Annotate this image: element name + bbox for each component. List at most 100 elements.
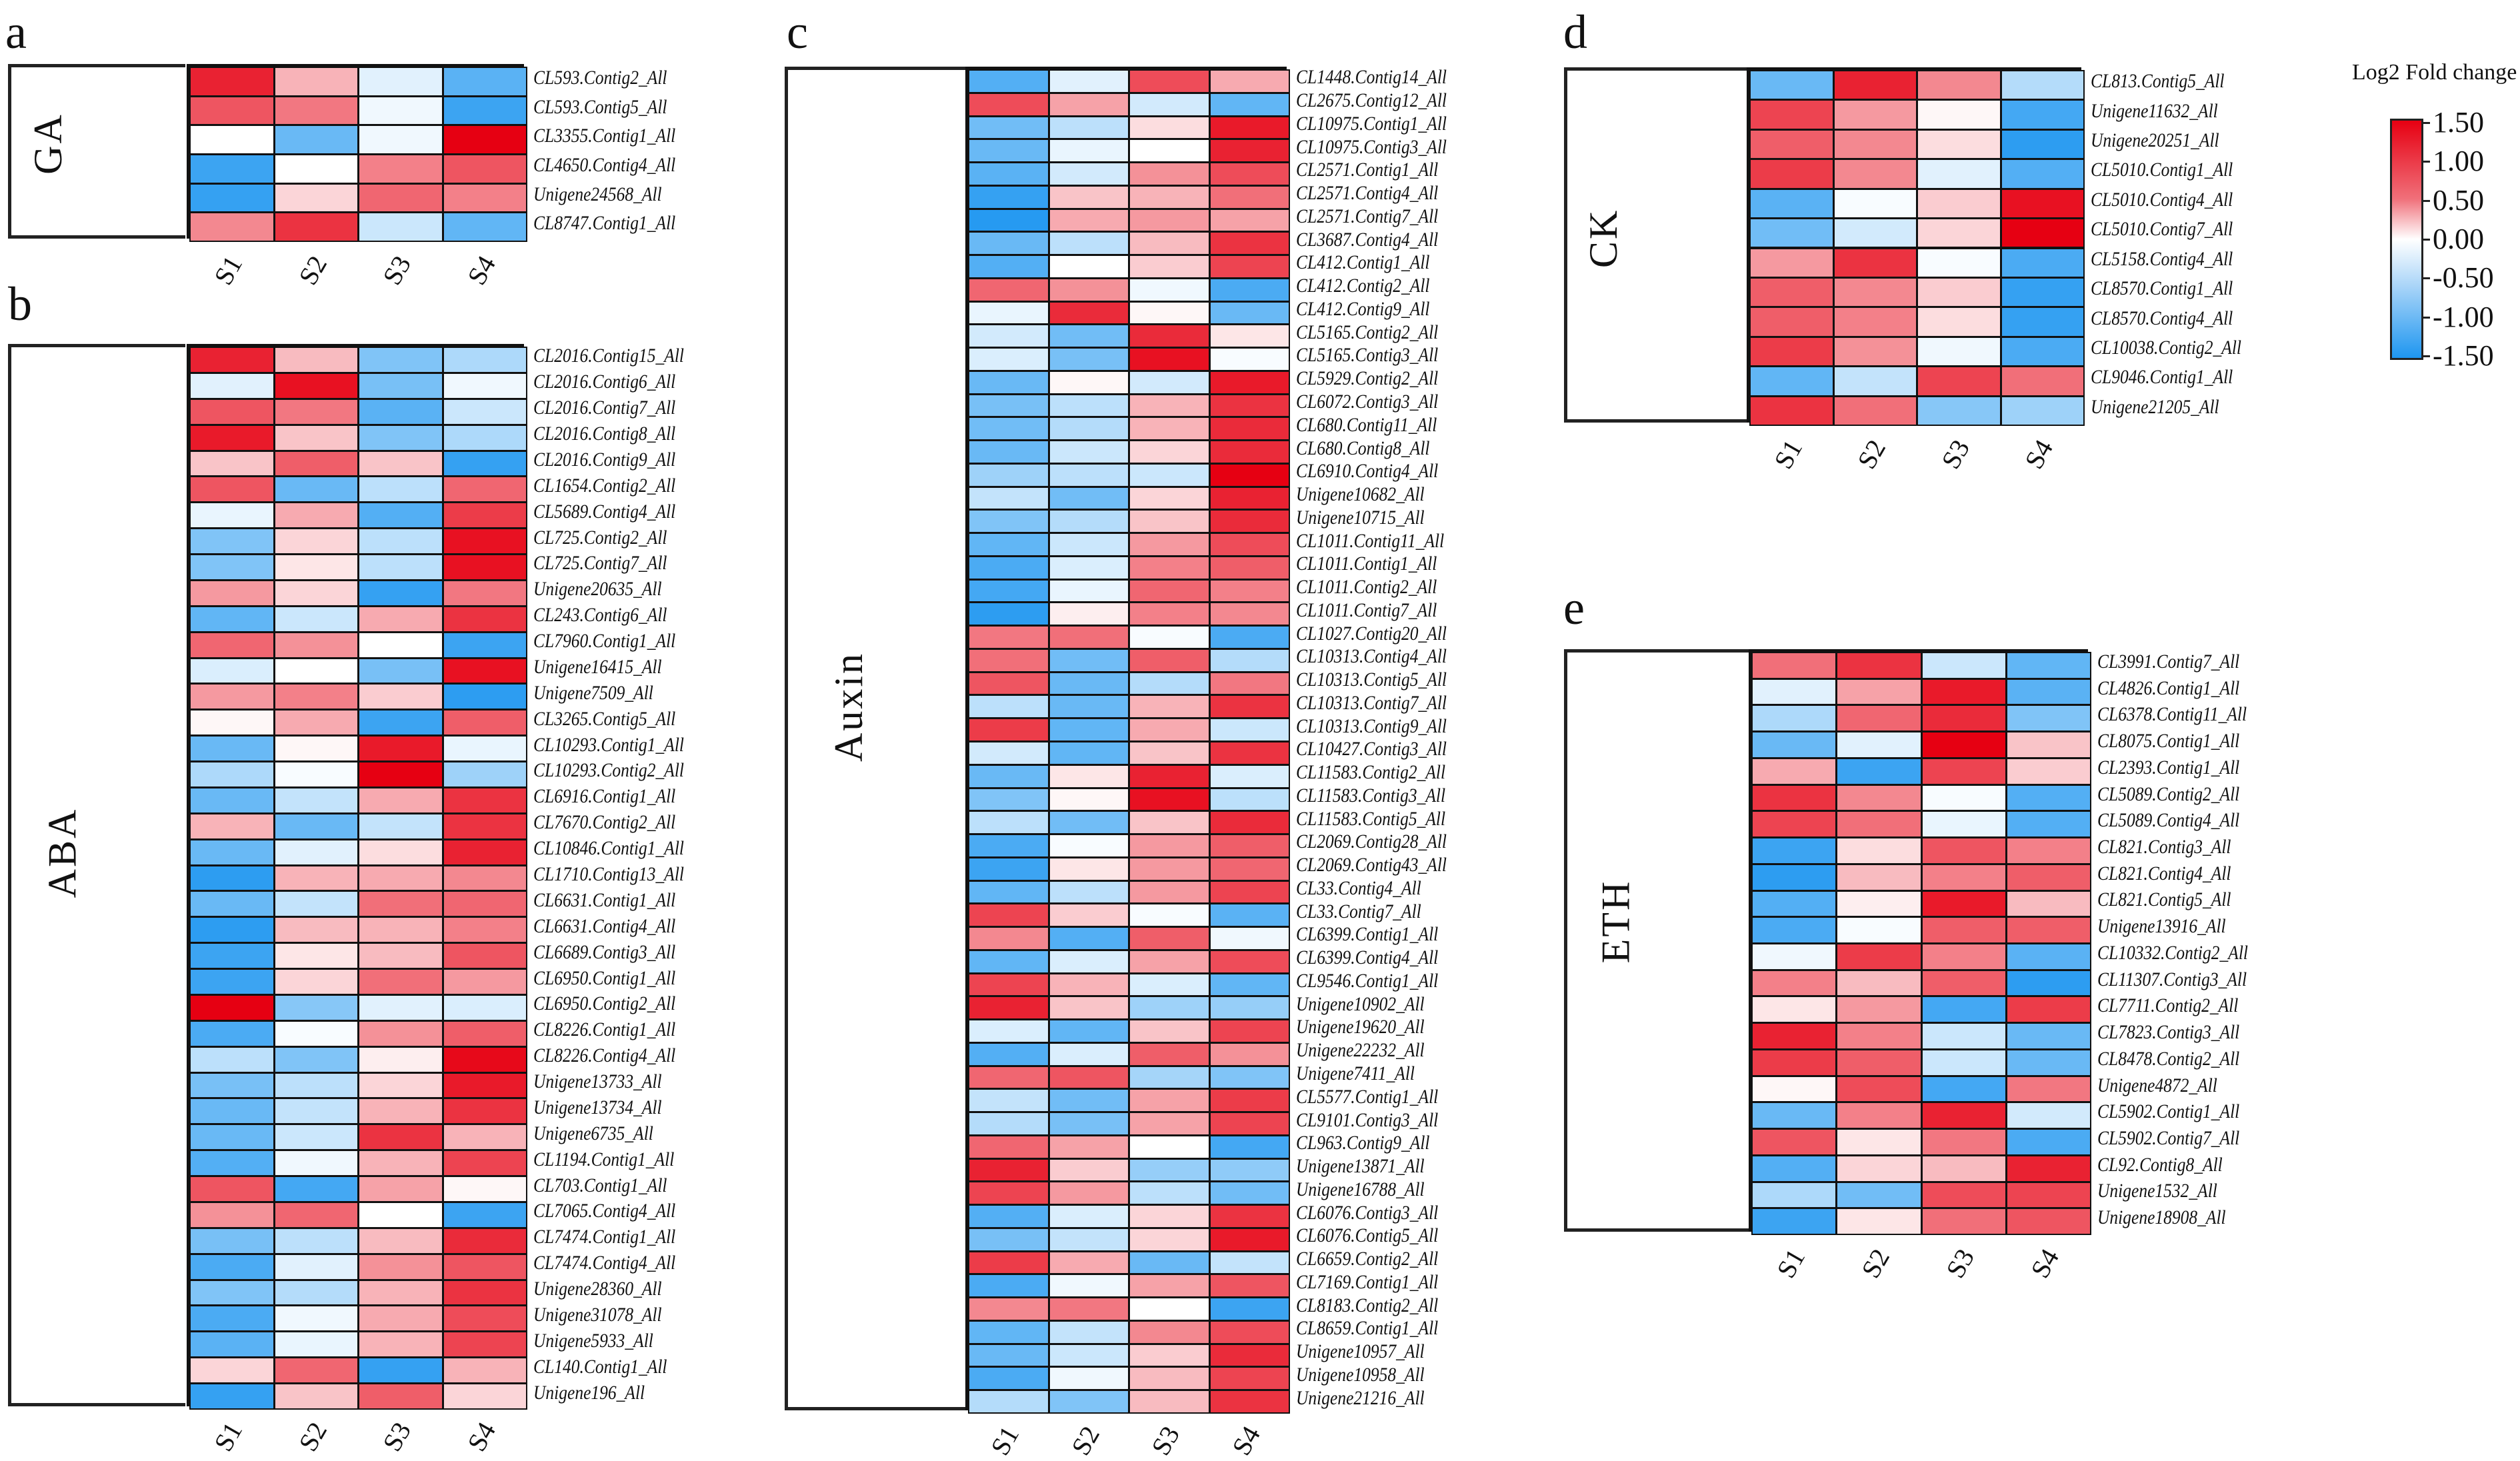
heatmap-cell xyxy=(1129,718,1210,742)
heatmap-cell xyxy=(273,154,359,184)
gene-label: CL2016.Contig7_All xyxy=(533,397,676,419)
gene-label: CL6399.Contig1_All xyxy=(1296,923,1439,946)
heatmap-cell xyxy=(1836,1208,1922,1235)
legend-tick-label: 0.50 xyxy=(2433,183,2484,217)
heatmap-cell xyxy=(2000,218,2085,249)
heatmap-cell xyxy=(273,1305,359,1332)
heatmap-cell xyxy=(1751,1208,1837,1235)
heatmap-cell xyxy=(1048,370,1129,395)
legend-title: Log2 Fold change xyxy=(2352,60,2517,85)
gene-label: CL10846.Contig1_All xyxy=(533,837,684,860)
heatmap-cell xyxy=(1209,996,1290,1020)
heatmap-cell xyxy=(1048,671,1129,696)
gene-label: CL6916.Contig1_All xyxy=(533,785,676,808)
gene-label: CL412.Contig2_All xyxy=(1296,275,1430,297)
heatmap-cell xyxy=(1129,903,1210,928)
heatmap-cell xyxy=(273,1357,359,1384)
heatmap-cell xyxy=(1921,996,2007,1024)
gene-label: CL8659.Contig1_All xyxy=(1296,1317,1439,1340)
legend-tick xyxy=(2423,277,2430,280)
heatmap-cell xyxy=(1209,69,1290,93)
heatmap-cell xyxy=(442,95,527,126)
heatmap-cell xyxy=(358,502,443,529)
heatmap-cell xyxy=(968,648,1049,673)
heatmap-cell xyxy=(1751,705,1837,732)
heatmap-cell xyxy=(1209,324,1290,349)
gene-label: CL2069.Contig28_All xyxy=(1296,830,1447,853)
heatmap-cell xyxy=(1209,185,1290,209)
heatmap-cell xyxy=(273,1072,359,1099)
heatmap-cell xyxy=(1209,972,1290,997)
sample-label: S4 xyxy=(2019,434,2059,475)
heatmap-cell xyxy=(1209,1112,1290,1136)
heatmap-cell xyxy=(1048,1112,1129,1136)
heatmap-cell xyxy=(358,1046,443,1073)
heatmap-cell xyxy=(358,1020,443,1047)
heatmap-cell xyxy=(968,996,1049,1020)
heatmap-cell xyxy=(968,671,1049,696)
gene-family-box xyxy=(8,344,185,1406)
heatmap-cell xyxy=(442,709,527,736)
heatmap-cell xyxy=(968,1042,1049,1066)
heatmap-cell xyxy=(2005,1075,2091,1103)
heatmap-cell xyxy=(1836,837,1922,864)
heatmap-cell xyxy=(1129,1390,1210,1414)
heatmap-cell xyxy=(189,1357,275,1384)
heatmap-cell xyxy=(1048,1297,1129,1321)
heatmap-cell xyxy=(2000,159,2085,189)
heatmap-cell xyxy=(1129,834,1210,858)
gene-label: CL1710.Contig13_All xyxy=(533,863,684,885)
heatmap-cell xyxy=(1129,671,1210,696)
heatmap-cell xyxy=(1129,1042,1210,1066)
gene-label: CL8570.Contig1_All xyxy=(2091,277,2233,300)
gene-label: CL1027.Contig20_All xyxy=(1296,622,1447,645)
heatmap-cell xyxy=(1917,366,2001,397)
heatmap-cell xyxy=(1048,949,1129,974)
heatmap-cell xyxy=(358,761,443,788)
heatmap-cell xyxy=(1129,1274,1210,1298)
heatmap-cell xyxy=(358,398,443,425)
heatmap-cell xyxy=(442,372,527,399)
heatmap-cell xyxy=(1833,129,1917,160)
heatmap-cell xyxy=(1048,555,1129,580)
heatmap-cell xyxy=(1048,695,1129,719)
sample-label: S4 xyxy=(1225,1420,1266,1461)
heatmap-cell xyxy=(442,476,527,503)
heatmap-cell xyxy=(1048,393,1129,418)
heatmap-cell xyxy=(1129,533,1210,557)
panel-letter: b xyxy=(8,277,32,331)
heatmap-cell xyxy=(358,528,443,555)
heatmap-cell xyxy=(1917,70,2001,101)
legend-tick xyxy=(2423,122,2430,124)
sample-label: S2 xyxy=(292,1416,333,1457)
gene-label: CL8226.Contig4_All xyxy=(533,1044,676,1067)
heatmap-cell xyxy=(189,657,275,685)
heatmap-cell xyxy=(1129,602,1210,627)
heatmap-cell xyxy=(1917,99,2001,130)
heatmap-cell xyxy=(968,463,1049,487)
gene-label: CL8747.Contig1_All xyxy=(533,212,676,235)
heatmap-cell xyxy=(189,1383,275,1410)
heatmap-cell xyxy=(968,926,1049,950)
gene-label: CL1654.Contig2_All xyxy=(533,474,676,497)
gene-label: CL5902.Contig1_All xyxy=(2097,1100,2240,1123)
gene-label: CL1011.Contig11_All xyxy=(1296,529,1445,552)
gene-label: CL10313.Contig7_All xyxy=(1296,691,1447,714)
heatmap-cell xyxy=(358,154,443,184)
gene-label: Unigene7509_All xyxy=(533,681,653,704)
heatmap-cell xyxy=(1209,787,1290,812)
heatmap-cell xyxy=(1129,301,1210,325)
heatmap-cell xyxy=(1833,99,1917,130)
heatmap-cell xyxy=(2000,307,2085,337)
heatmap-cell xyxy=(273,942,359,970)
heatmap-cell xyxy=(968,324,1049,349)
heatmap-cell xyxy=(968,1366,1049,1391)
heatmap-cell xyxy=(968,1390,1049,1414)
heatmap-cell xyxy=(1048,208,1129,233)
heatmap-cell xyxy=(442,450,527,477)
heatmap-cell xyxy=(968,1343,1049,1368)
heatmap-cell xyxy=(189,786,275,814)
heatmap-cell xyxy=(1209,1227,1290,1252)
heatmap-cell xyxy=(2005,705,2091,732)
heatmap-cell xyxy=(1921,1075,2007,1103)
